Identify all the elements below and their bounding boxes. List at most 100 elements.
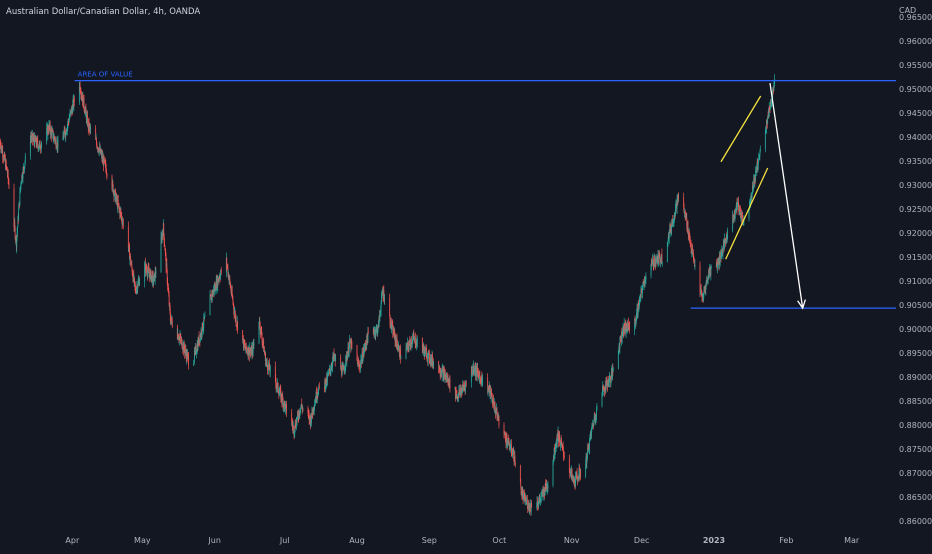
candle-body xyxy=(144,264,145,282)
candle-body xyxy=(335,358,336,362)
candle-body xyxy=(156,272,157,273)
candle-body xyxy=(515,462,516,465)
candle-body xyxy=(448,379,449,386)
candle-body xyxy=(270,366,271,372)
candle-body xyxy=(564,455,565,457)
time-tick-label: Oct xyxy=(492,536,506,545)
price-tick-label: 0.90000 xyxy=(899,325,932,334)
candle-body xyxy=(389,298,390,317)
candle-body xyxy=(314,405,315,409)
channel-upper-line xyxy=(721,96,761,162)
candle-body xyxy=(84,98,85,108)
candles-layer xyxy=(0,74,775,516)
candle-body xyxy=(410,342,411,346)
candle-body xyxy=(700,265,701,292)
candle-body xyxy=(90,129,91,130)
candle-body xyxy=(613,369,614,370)
candle-body xyxy=(527,500,528,508)
price-tick-label: 0.90500 xyxy=(899,301,932,310)
candle-body xyxy=(662,262,663,263)
candle-body xyxy=(390,317,391,325)
candle-body xyxy=(654,258,655,263)
candle-body xyxy=(482,378,483,383)
candle-body xyxy=(138,282,139,287)
candle-body xyxy=(660,262,661,263)
candle-body xyxy=(139,282,140,285)
area-of-value-label: AREA OF VALUE xyxy=(78,71,133,79)
candle-body xyxy=(21,183,22,185)
candle-body xyxy=(531,503,532,507)
candle-body xyxy=(401,358,402,359)
time-tick-label: 2023 xyxy=(703,536,725,545)
candle-body xyxy=(237,322,238,330)
chart-title: Australian Dollar/Canadian Dollar, 4h, O… xyxy=(6,7,200,17)
candle-body xyxy=(368,332,369,333)
candle-body xyxy=(450,379,451,389)
price-tick-label: 0.89000 xyxy=(899,373,932,382)
candle-body xyxy=(236,318,237,325)
candle-body xyxy=(128,227,129,248)
price-tick-label: 0.92000 xyxy=(899,229,932,238)
time-tick-label: May xyxy=(134,536,151,545)
candle-body xyxy=(727,230,728,239)
price-tick-label: 0.92500 xyxy=(899,205,932,214)
candle-body xyxy=(123,221,124,227)
candle-body xyxy=(267,361,268,365)
candle-body xyxy=(520,482,521,486)
time-tick-label: Jun xyxy=(207,536,221,545)
candle-body xyxy=(476,369,477,374)
price-tick-label: 0.94000 xyxy=(899,133,932,142)
time-tick-label: Nov xyxy=(564,536,580,545)
candle-body xyxy=(153,281,154,282)
candle-body xyxy=(425,349,426,354)
candle-body xyxy=(505,437,506,442)
candle-body xyxy=(279,393,280,395)
price-tick-label: 0.89500 xyxy=(899,349,932,358)
time-tick-label: Dec xyxy=(634,536,649,545)
candle-body xyxy=(720,259,721,262)
candle-body xyxy=(429,360,430,361)
price-axis: CAD0.965000.960000.955000.950000.945000.… xyxy=(899,6,932,526)
channel-lower-line xyxy=(726,168,768,259)
candle-body xyxy=(695,265,696,267)
candle-body xyxy=(19,192,20,205)
time-tick-label: Jul xyxy=(279,536,290,545)
candle-body xyxy=(384,298,385,301)
candle-body xyxy=(303,408,304,409)
candle-body xyxy=(357,360,358,361)
price-tick-label: 0.91500 xyxy=(899,253,932,262)
candle-body xyxy=(409,345,410,349)
candle-body xyxy=(52,131,53,137)
candle-body xyxy=(597,406,598,410)
price-tick-label: 0.87500 xyxy=(899,445,932,454)
candle-body xyxy=(765,132,766,148)
candle-body xyxy=(723,244,724,251)
candle-body xyxy=(661,254,662,262)
candle-body xyxy=(163,224,164,234)
candle-body xyxy=(17,227,18,232)
price-tick-label: 0.88500 xyxy=(899,397,932,406)
price-tick-label: 0.86500 xyxy=(899,493,932,502)
candle-body xyxy=(735,209,736,214)
candle-body xyxy=(286,405,287,413)
price-tick-label: 0.96000 xyxy=(899,37,932,46)
price-tick-label: 0.93000 xyxy=(899,181,932,190)
candle-body xyxy=(589,439,590,449)
candle-body xyxy=(588,445,589,450)
price-tick-label: 0.87000 xyxy=(899,469,932,478)
candle-body xyxy=(149,273,150,274)
candle-body xyxy=(646,276,647,280)
time-tick-label: Aug xyxy=(349,536,365,545)
candle-body xyxy=(756,164,757,172)
candle-body xyxy=(210,295,211,315)
time-tick-label: Mar xyxy=(844,536,860,545)
candle-body xyxy=(569,470,570,473)
candle-body xyxy=(221,270,222,273)
candle-body xyxy=(172,321,173,326)
time-tick-label: Feb xyxy=(779,536,793,545)
candle-body xyxy=(504,425,505,434)
candle-body xyxy=(466,382,467,383)
